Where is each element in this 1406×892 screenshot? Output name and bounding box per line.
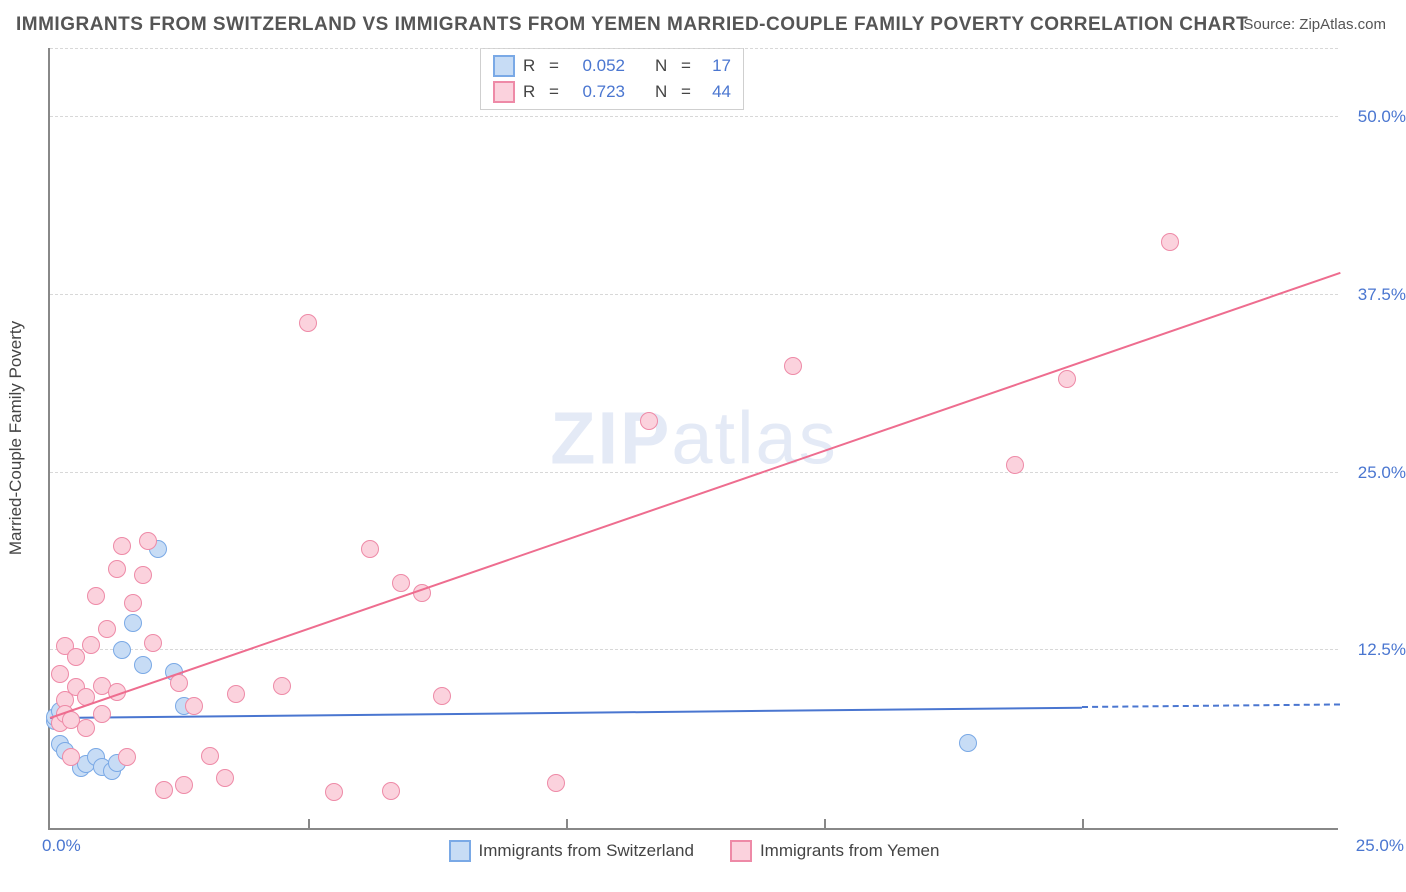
watermark: ZIPatlas xyxy=(550,396,837,481)
equals-sign: = xyxy=(681,56,693,76)
series-legend: Immigrants from Switzerland Immigrants f… xyxy=(50,840,1338,862)
equals-sign: = xyxy=(549,82,561,102)
data-point-yemen xyxy=(51,665,69,683)
data-point-yemen xyxy=(361,540,379,558)
data-point-yemen xyxy=(118,748,136,766)
data-point-yemen xyxy=(139,532,157,550)
data-point-yemen xyxy=(382,782,400,800)
data-point-yemen xyxy=(77,719,95,737)
gridline-h xyxy=(50,116,1338,117)
data-point-yemen xyxy=(273,677,291,695)
data-point-yemen xyxy=(1058,370,1076,388)
data-point-yemen xyxy=(1161,233,1179,251)
equals-sign: = xyxy=(549,56,561,76)
legend-item-switzerland: Immigrants from Switzerland xyxy=(449,840,694,862)
r-value-switzerland: 0.052 xyxy=(569,56,625,76)
legend-N-label: N xyxy=(655,56,673,76)
data-point-switzerland xyxy=(113,641,131,659)
data-point-yemen xyxy=(185,697,203,715)
y-tick-label: 25.0% xyxy=(1346,463,1406,483)
legend-N-label: N xyxy=(655,82,673,102)
swatch-switzerland xyxy=(449,840,471,862)
correlation-legend: R = 0.052 N = 17 R = 0.723 N = 44 xyxy=(480,48,744,110)
data-point-switzerland xyxy=(959,734,977,752)
source-prefix: Source: xyxy=(1243,16,1299,33)
data-point-yemen xyxy=(216,769,234,787)
legend-row-yemen: R = 0.723 N = 44 xyxy=(493,79,731,105)
data-point-yemen xyxy=(547,774,565,792)
data-point-yemen xyxy=(227,685,245,703)
swatch-yemen xyxy=(493,81,515,103)
data-point-yemen xyxy=(93,705,111,723)
gridline-h xyxy=(50,48,1338,49)
legend-row-switzerland: R = 0.052 N = 17 xyxy=(493,53,731,79)
data-point-switzerland xyxy=(134,656,152,674)
data-point-yemen xyxy=(201,747,219,765)
legend-item-yemen: Immigrants from Yemen xyxy=(730,840,940,862)
scatter-plot-area: ZIPatlas Married-Couple Family Poverty 0… xyxy=(48,48,1338,830)
legend-R-label: R xyxy=(523,56,541,76)
x-tick-mark xyxy=(308,819,310,829)
trendline-switzerland xyxy=(50,706,1082,718)
data-point-yemen xyxy=(299,314,317,332)
data-point-yemen xyxy=(325,783,343,801)
swatch-switzerland xyxy=(493,55,515,77)
series-label-switzerland: Immigrants from Switzerland xyxy=(479,841,694,861)
series-label-yemen: Immigrants from Yemen xyxy=(760,841,940,861)
data-point-yemen xyxy=(98,620,116,638)
data-point-yemen xyxy=(392,574,410,592)
x-tick-mark xyxy=(824,819,826,829)
equals-sign: = xyxy=(681,82,693,102)
data-point-yemen xyxy=(113,537,131,555)
trendline-yemen xyxy=(50,272,1341,719)
data-point-switzerland xyxy=(124,614,142,632)
data-point-yemen xyxy=(175,776,193,794)
y-tick-label: 37.5% xyxy=(1346,285,1406,305)
x-tick-mark xyxy=(566,819,568,829)
data-point-yemen xyxy=(87,587,105,605)
y-tick-label: 12.5% xyxy=(1346,640,1406,660)
data-point-yemen xyxy=(82,636,100,654)
trendline-switzerland xyxy=(1082,704,1340,709)
legend-R-label: R xyxy=(523,82,541,102)
source-site: ZipAtlas.com xyxy=(1299,16,1386,33)
gridline-h xyxy=(50,294,1338,295)
data-point-yemen xyxy=(134,566,152,584)
data-point-yemen xyxy=(124,594,142,612)
n-value-switzerland: 17 xyxy=(701,56,731,76)
n-value-yemen: 44 xyxy=(701,82,731,102)
chart-title: IMMIGRANTS FROM SWITZERLAND VS IMMIGRANT… xyxy=(16,14,1248,36)
data-point-yemen xyxy=(108,560,126,578)
gridline-h xyxy=(50,472,1338,473)
data-point-yemen xyxy=(640,412,658,430)
data-point-yemen xyxy=(433,687,451,705)
data-point-yemen xyxy=(155,781,173,799)
swatch-yemen xyxy=(730,840,752,862)
data-point-yemen xyxy=(1006,456,1024,474)
watermark-bold: ZIP xyxy=(550,397,671,480)
y-axis-label: Married-Couple Family Poverty xyxy=(6,321,26,555)
x-tick-mark xyxy=(1082,819,1084,829)
data-point-yemen xyxy=(62,748,80,766)
watermark-light: atlas xyxy=(671,397,837,480)
y-tick-label: 50.0% xyxy=(1346,107,1406,127)
x-axis-max-label: 25.0% xyxy=(1356,836,1404,856)
data-point-yemen xyxy=(67,648,85,666)
data-point-yemen xyxy=(144,634,162,652)
source-attribution: Source: ZipAtlas.com xyxy=(1243,16,1386,33)
r-value-yemen: 0.723 xyxy=(569,82,625,102)
data-point-yemen xyxy=(784,357,802,375)
